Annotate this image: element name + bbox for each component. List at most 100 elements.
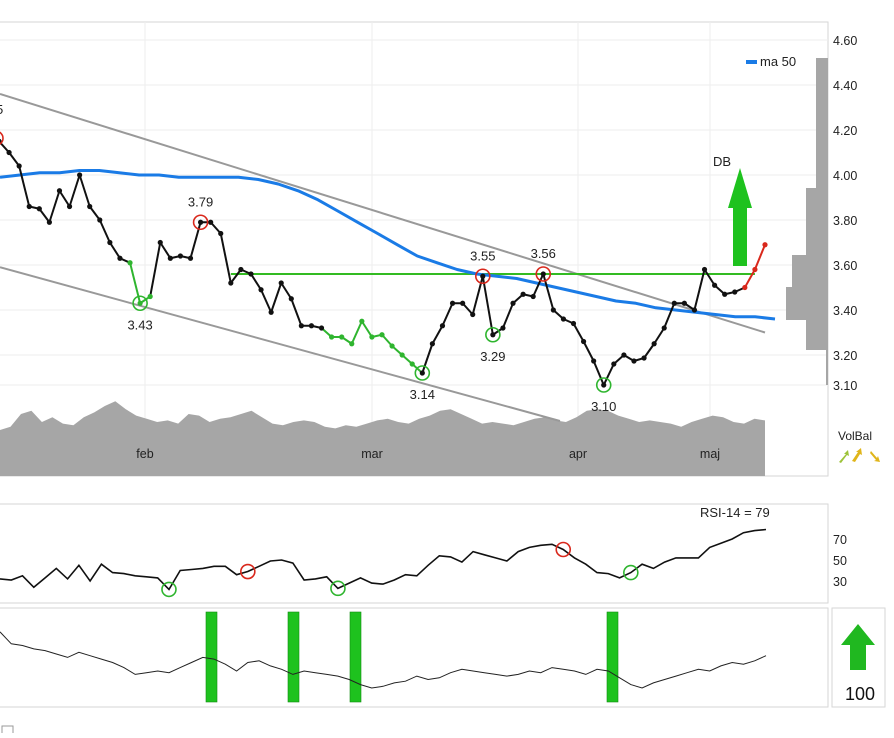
price-segment bbox=[350, 320, 363, 345]
x-tick-label: maj bbox=[700, 447, 720, 461]
rsi-tick-label: 70 bbox=[833, 533, 847, 547]
rsi-title: RSI-14 = 79 bbox=[700, 505, 770, 520]
price-point bbox=[107, 239, 113, 246]
profile-bar bbox=[816, 132, 828, 188]
price-point bbox=[550, 307, 556, 313]
price-segment bbox=[68, 174, 81, 207]
price-segment bbox=[290, 298, 303, 327]
price-point bbox=[580, 338, 587, 345]
price-point bbox=[389, 343, 395, 349]
price-point bbox=[6, 149, 12, 156]
price-point bbox=[641, 355, 647, 361]
price-point bbox=[611, 361, 617, 367]
volume-profile bbox=[786, 58, 828, 385]
price-segment bbox=[88, 205, 101, 221]
price-point bbox=[228, 280, 234, 286]
price-point bbox=[490, 332, 496, 338]
price-point bbox=[77, 172, 83, 178]
rsi-line bbox=[0, 528, 767, 591]
volbal-label: VolBal bbox=[838, 429, 872, 443]
price-point bbox=[379, 332, 385, 338]
price-point bbox=[712, 282, 718, 288]
price-label: 3.79 bbox=[188, 194, 213, 209]
signal-bars bbox=[205, 611, 619, 703]
price-point bbox=[157, 239, 163, 246]
price-point bbox=[651, 341, 657, 347]
price-point bbox=[339, 334, 345, 340]
y-tick-label: 4.00 bbox=[833, 169, 857, 183]
price-point bbox=[258, 287, 264, 293]
price-point bbox=[409, 361, 415, 367]
price-segment bbox=[703, 268, 716, 286]
price-point bbox=[742, 284, 748, 291]
price-point bbox=[631, 358, 637, 364]
price-segment bbox=[280, 282, 293, 300]
trend-upper bbox=[0, 93, 766, 334]
price-segment bbox=[653, 327, 666, 345]
price-segment bbox=[743, 269, 756, 288]
price-segment bbox=[592, 360, 605, 386]
legend-swatch bbox=[746, 60, 757, 64]
price-point bbox=[97, 217, 103, 223]
legend-label: ma 50 bbox=[760, 54, 796, 69]
price-segment bbox=[481, 276, 494, 335]
signal-bar bbox=[205, 611, 218, 703]
price-point bbox=[722, 291, 728, 297]
gridlines bbox=[0, 22, 828, 476]
price-point bbox=[520, 291, 526, 297]
price-point bbox=[449, 300, 456, 306]
y-axis-ticks: 4.60 4.40 4.20 4.00 3.80 3.60 3.40 3.20 3.10 bbox=[833, 34, 857, 393]
profile-bar bbox=[806, 188, 828, 255]
rsi-series bbox=[0, 528, 767, 598]
price-point bbox=[500, 325, 506, 331]
price-label: 3.10 bbox=[591, 399, 616, 414]
red-marker bbox=[474, 268, 491, 285]
green-marker bbox=[414, 365, 431, 381]
price-point bbox=[460, 300, 466, 306]
price-point bbox=[56, 188, 63, 194]
profile-bar bbox=[816, 58, 828, 132]
price-point bbox=[349, 341, 355, 347]
y-tick-label: 3.40 bbox=[833, 304, 857, 318]
price-point bbox=[691, 307, 698, 313]
footer-checkbox[interactable] bbox=[1, 725, 14, 738]
y-tick-label: 3.80 bbox=[833, 214, 857, 228]
price-point bbox=[298, 323, 304, 329]
price-segment bbox=[582, 341, 595, 362]
green-rsi-marker bbox=[161, 581, 177, 598]
price-point bbox=[762, 242, 768, 248]
signal-bar bbox=[606, 611, 619, 703]
price-point bbox=[399, 352, 405, 358]
price-segment bbox=[532, 273, 545, 297]
ma-line bbox=[0, 169, 776, 321]
volume-shape bbox=[0, 401, 765, 476]
price-segment bbox=[18, 165, 31, 207]
price-segment bbox=[149, 242, 162, 297]
price-point bbox=[429, 341, 435, 347]
ma-series bbox=[0, 169, 776, 321]
price-point bbox=[359, 318, 365, 324]
price-point bbox=[16, 163, 22, 169]
db-arrow-up-icon bbox=[728, 168, 752, 266]
price-point bbox=[187, 255, 194, 261]
red-marker bbox=[192, 214, 209, 231]
price-point bbox=[137, 300, 143, 306]
price-point bbox=[510, 300, 516, 306]
price-point bbox=[288, 296, 294, 302]
red-marker bbox=[535, 266, 552, 282]
price-point bbox=[238, 266, 244, 273]
price-label: 3.14 bbox=[410, 387, 435, 402]
price-point bbox=[530, 293, 536, 300]
red-rsi-marker bbox=[240, 563, 256, 580]
y-tick-label: 3.60 bbox=[833, 259, 857, 273]
x-tick-label: mar bbox=[361, 447, 383, 461]
price-segment bbox=[643, 343, 655, 359]
price-point bbox=[208, 219, 214, 225]
price-segment bbox=[58, 190, 71, 208]
profile-bar bbox=[826, 350, 828, 385]
x-axis-ticks: feb mar apr maj bbox=[136, 447, 720, 461]
price-segment bbox=[270, 282, 283, 313]
y-tick-label: 3.20 bbox=[833, 349, 857, 363]
price-label: 3.56 bbox=[531, 246, 556, 261]
price-segment bbox=[98, 219, 111, 243]
